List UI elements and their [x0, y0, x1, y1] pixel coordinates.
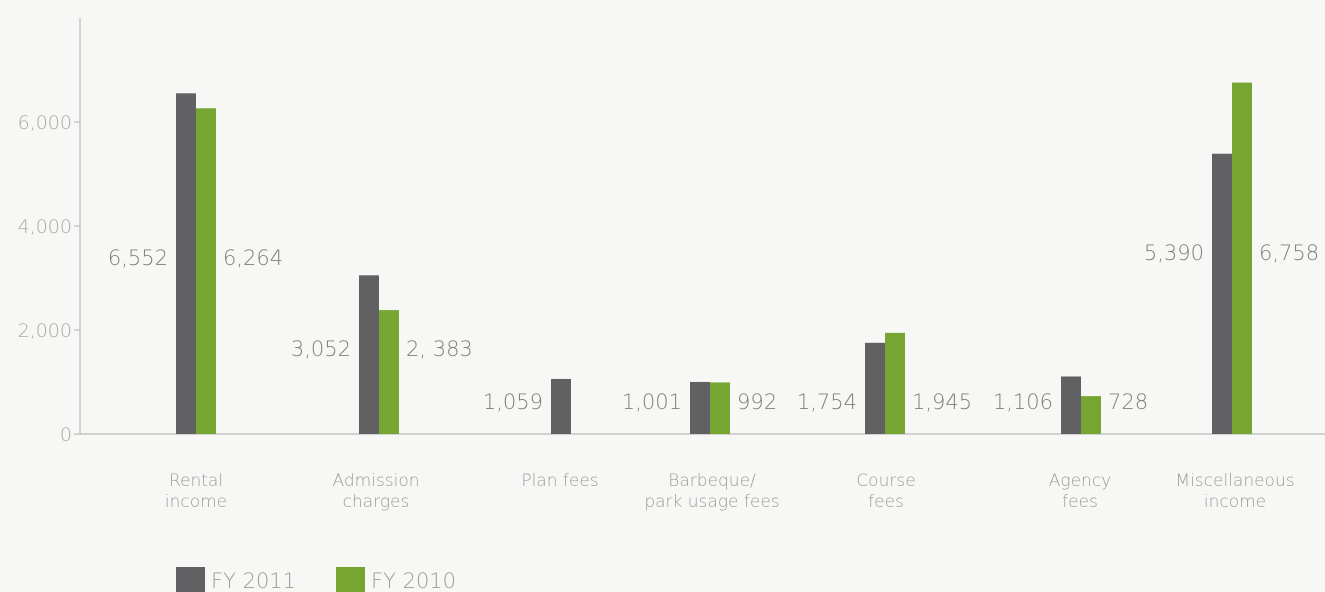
- value-labels: 6,552 6,264 3,052 2, 383 1,059 1,001 992 1,754 1…: [108, 241, 1319, 414]
- bar-fy2011: [551, 378, 571, 434]
- bar-fy2011: [865, 342, 885, 434]
- y-tick-label: 0: [60, 424, 72, 446]
- category-label: fees: [1062, 492, 1098, 512]
- value-label-fy2011: 5,390: [1144, 241, 1204, 265]
- value-label-fy2010: 6,264: [223, 246, 283, 270]
- value-label-fy2011: 3,052: [291, 337, 351, 361]
- category-label: income: [1204, 492, 1266, 512]
- value-label-fy2010: 2, 383: [406, 337, 473, 361]
- axes: [79, 18, 1325, 435]
- bar-fy2011: [176, 93, 196, 435]
- y-tick-label: 6,000: [18, 112, 72, 134]
- value-label-fy2010: 1,945: [912, 390, 972, 414]
- category-label: charges: [343, 492, 410, 512]
- bar-fy2010: [196, 108, 216, 434]
- category-label: Course: [856, 471, 915, 491]
- category-label: income: [165, 492, 227, 512]
- bar-fy2010: [710, 382, 730, 434]
- legend-label: FY 2010: [371, 569, 456, 592]
- value-label-fy2010: 992: [737, 390, 777, 414]
- bar-fy2011: [690, 381, 710, 434]
- value-label-fy2011: 1,059: [483, 390, 543, 414]
- legend-label: FY 2011: [211, 569, 296, 592]
- category-label: Plan fees: [521, 471, 598, 491]
- category-label: Rental: [169, 471, 223, 491]
- value-label-fy2011: 6,552: [108, 246, 168, 270]
- value-label-fy2011: 1,106: [993, 390, 1053, 414]
- bar-fy2010: [885, 332, 905, 434]
- value-label-fy2011: 1,001: [622, 390, 682, 414]
- bar-fy2011: [1061, 376, 1081, 434]
- value-label-fy2010: 6,758: [1259, 241, 1319, 265]
- category-label: fees: [868, 492, 904, 512]
- value-label-fy2011: 1,754: [797, 390, 857, 414]
- category-label: park usage fees: [644, 492, 779, 512]
- category-label: Admission: [332, 471, 419, 491]
- bar-fy2010: [1232, 82, 1252, 435]
- legend-swatch: [336, 567, 365, 592]
- legend-swatch: [176, 567, 205, 592]
- y-axis-ticks: 0 2,000 4,000 6,000: [18, 112, 80, 446]
- bar-fy2011: [359, 275, 379, 434]
- category-label: Agency: [1049, 471, 1111, 491]
- legend: FY 2011 FY 2010: [176, 567, 456, 592]
- bars: [176, 82, 1252, 435]
- y-tick-label: 4,000: [18, 216, 72, 238]
- bar-fy2010: [379, 310, 399, 434]
- bar-fy2011: [1212, 153, 1232, 434]
- y-tick-label: 2,000: [18, 320, 72, 342]
- bar-fy2010: [1081, 396, 1101, 434]
- value-label-fy2010: 728: [1108, 390, 1148, 414]
- category-label: Barbeque/: [668, 471, 756, 491]
- category-label: Miscellaneous: [1175, 471, 1294, 491]
